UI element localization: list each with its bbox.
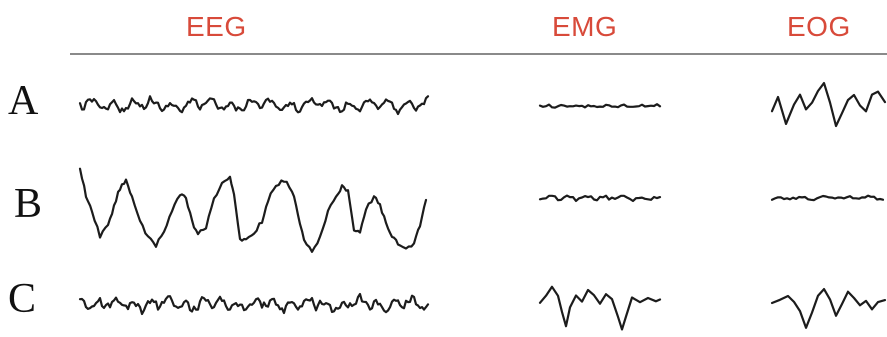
row-label-c: C: [8, 276, 37, 322]
header-divider: [70, 53, 887, 55]
trace-eog-c: [770, 288, 887, 329]
column-header-emg: EMG: [552, 11, 618, 42]
row-label-a: A: [8, 78, 39, 124]
trace-eeg-a: [78, 95, 430, 116]
trace-eeg-c: [78, 292, 430, 316]
trace-eeg-b: [78, 167, 428, 253]
trace-emg-b: [538, 194, 662, 203]
column-header-eeg: EEG: [186, 11, 247, 42]
trace-emg-a: [538, 103, 662, 109]
row-label-b: B: [14, 181, 43, 227]
trace-eog-a: [770, 82, 887, 128]
trace-eog-b: [770, 194, 885, 202]
trace-emg-c: [538, 285, 662, 331]
column-header-eog: EOG: [787, 11, 851, 42]
